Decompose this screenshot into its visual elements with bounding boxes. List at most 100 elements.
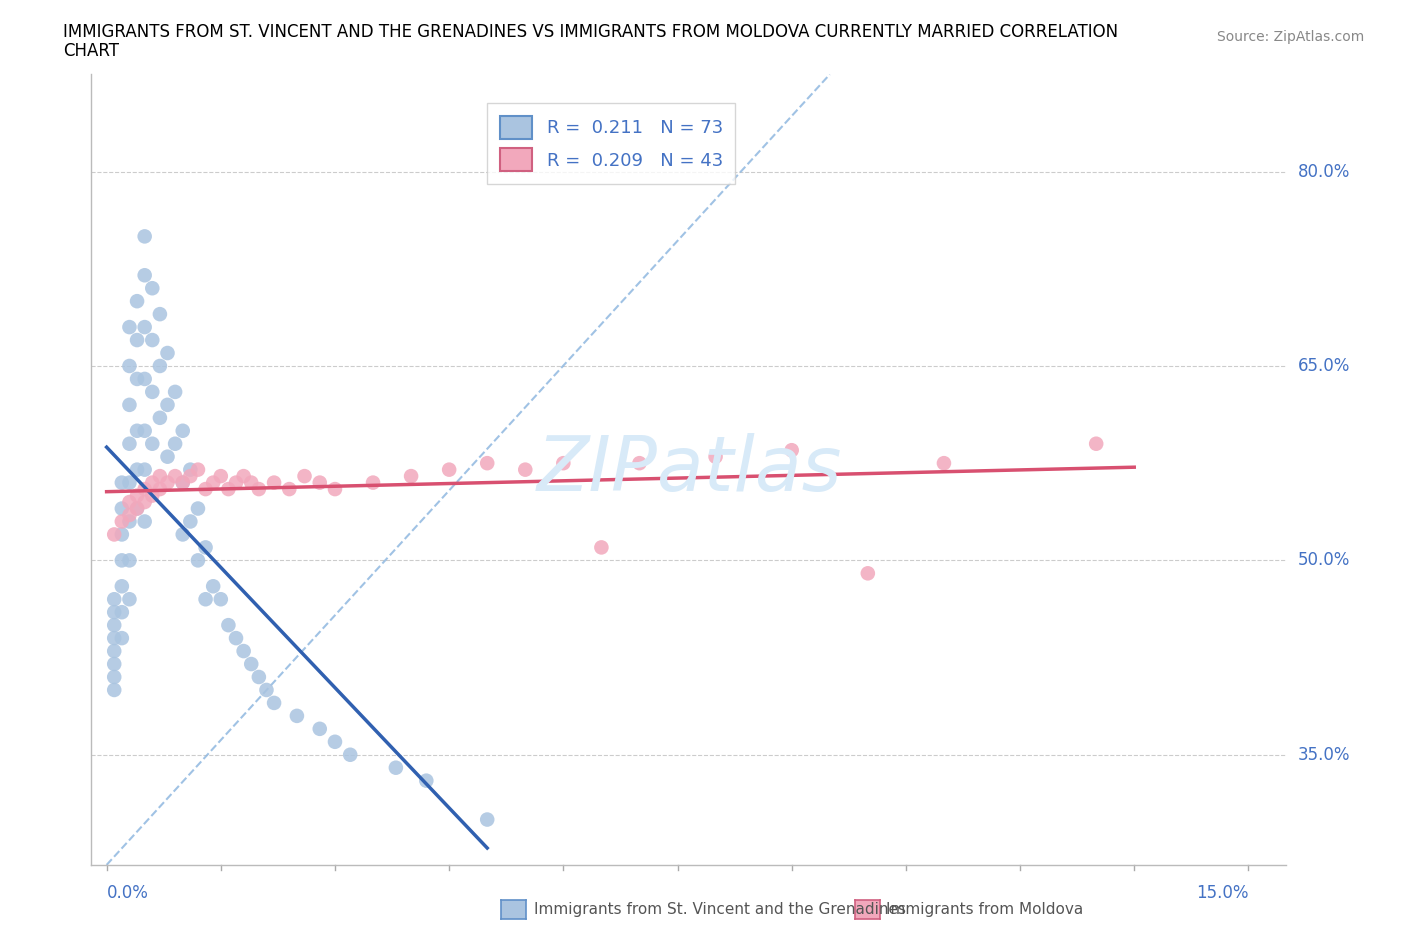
Point (103, 657, 125, 671)
Point (1085, 436, 1108, 451)
Text: 50.0%: 50.0% (1298, 551, 1350, 569)
Point (187, 462, 209, 477)
Point (477, 812, 499, 827)
Point (149, 482, 172, 497)
Text: Source: ZipAtlas.com: Source: ZipAtlas.com (1216, 30, 1364, 44)
Point (111, 553, 134, 568)
Point (172, 423, 194, 438)
Point (118, 320, 141, 335)
Point (209, 469, 232, 484)
Point (165, 384, 187, 399)
Point (141, 281, 163, 296)
Point (202, 475, 225, 490)
Point (187, 501, 209, 516)
Point (111, 527, 134, 542)
Text: ZIPatlas: ZIPatlas (536, 432, 842, 507)
Point (361, 475, 384, 490)
Point (118, 514, 141, 529)
Point (103, 683, 125, 698)
Point (103, 527, 125, 542)
Point (125, 488, 148, 503)
Point (294, 469, 316, 484)
Text: CHART: CHART (63, 42, 120, 60)
Point (134, 462, 156, 477)
Point (187, 553, 209, 568)
Point (118, 495, 141, 510)
Point (339, 748, 361, 763)
Point (780, 443, 803, 458)
Point (308, 475, 330, 490)
Point (111, 475, 134, 490)
Point (141, 333, 163, 348)
Point (323, 735, 346, 750)
Point (141, 488, 163, 503)
Point (118, 359, 141, 374)
Point (125, 371, 148, 386)
Point (118, 508, 141, 523)
Point (247, 670, 270, 684)
Point (172, 475, 194, 490)
Point (118, 397, 141, 412)
Point (134, 320, 156, 335)
Point (118, 553, 141, 568)
Point (179, 462, 201, 477)
Point (141, 384, 163, 399)
Point (149, 410, 172, 425)
Point (134, 482, 156, 497)
Point (217, 482, 239, 497)
Point (247, 482, 270, 497)
Point (285, 709, 308, 724)
Point (149, 359, 172, 374)
Point (111, 631, 134, 645)
Point (209, 591, 232, 606)
Point (103, 604, 125, 619)
Text: 0.0%: 0.0% (107, 884, 149, 902)
Point (141, 475, 163, 490)
Point (172, 475, 194, 490)
Point (125, 294, 148, 309)
Point (111, 501, 134, 516)
Point (156, 397, 179, 412)
Text: 35.0%: 35.0% (1298, 746, 1350, 764)
Point (232, 469, 254, 484)
Point (125, 333, 148, 348)
Point (308, 722, 330, 737)
Point (165, 469, 187, 484)
Point (118, 591, 141, 606)
Point (704, 449, 727, 464)
Point (385, 760, 408, 775)
Point (118, 475, 141, 490)
Point (149, 469, 172, 484)
Point (118, 436, 141, 451)
Text: IMMIGRANTS FROM ST. VINCENT AND THE GRENADINES VS IMMIGRANTS FROM MOLDOVA CURREN: IMMIGRANTS FROM ST. VINCENT AND THE GREN… (63, 23, 1118, 41)
Point (134, 268, 156, 283)
Point (194, 540, 217, 555)
Point (225, 475, 247, 490)
Point (217, 618, 239, 632)
Point (515, 462, 537, 477)
Point (134, 514, 156, 529)
Point (125, 501, 148, 516)
Text: 65.0%: 65.0% (1298, 357, 1350, 375)
Point (125, 501, 148, 516)
Point (399, 469, 422, 484)
Legend: R =  0.211   N = 73, R =  0.209   N = 43: R = 0.211 N = 73, R = 0.209 N = 43 (486, 103, 735, 184)
Point (125, 423, 148, 438)
Point (194, 591, 217, 606)
Point (134, 423, 156, 438)
Point (156, 449, 179, 464)
Point (256, 683, 278, 698)
Point (202, 578, 225, 593)
Point (134, 495, 156, 510)
Point (125, 462, 148, 477)
Text: 15.0%: 15.0% (1197, 884, 1249, 902)
Point (477, 456, 499, 471)
Point (103, 631, 125, 645)
Point (240, 657, 263, 671)
Text: 80.0%: 80.0% (1298, 163, 1350, 180)
Point (179, 514, 201, 529)
Point (232, 644, 254, 658)
Point (323, 482, 346, 497)
Point (628, 456, 651, 471)
Point (172, 527, 194, 542)
